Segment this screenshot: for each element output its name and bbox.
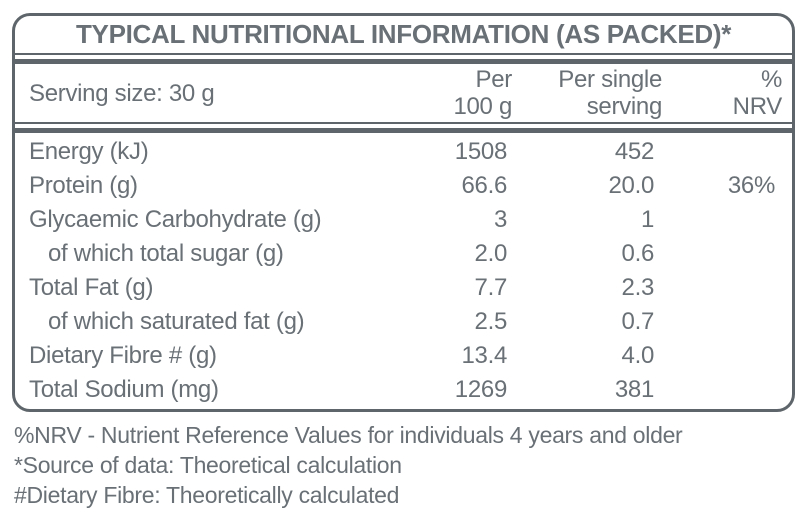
row-label: of which saturated fat (g) bbox=[48, 308, 305, 335]
value-per-serving: 2.3 bbox=[621, 274, 655, 301]
value-per-serving: 4.0 bbox=[621, 342, 655, 369]
value-per-100g: 13.4 bbox=[461, 342, 507, 369]
row-label: Dietary Fibre # (g) bbox=[29, 342, 217, 369]
column-header-line: serving bbox=[586, 93, 663, 120]
column-header-nrv: % NRV bbox=[662, 66, 783, 120]
value-nrv: 36% bbox=[727, 172, 775, 199]
footnote-nrv: %NRV - Nutrient Reference Values for ind… bbox=[14, 422, 683, 448]
value-per-100g: 66.6 bbox=[461, 172, 507, 199]
table-title: TYPICAL NUTRITIONAL INFORMATION (AS PACK… bbox=[15, 16, 792, 55]
value-per-100g: 2.0 bbox=[474, 240, 508, 267]
row-label: of which total sugar (g) bbox=[48, 240, 284, 267]
value-per-100g: 3 bbox=[493, 206, 507, 233]
row-label: Protein (g) bbox=[29, 172, 138, 199]
row-label: Total Fat (g) bbox=[29, 274, 154, 301]
value-per-100g: 1269 bbox=[454, 376, 508, 403]
nutrition-facts-table: TYPICAL NUTRITIONAL INFORMATION (AS PACK… bbox=[12, 13, 795, 412]
value-per-serving: 0.7 bbox=[621, 308, 655, 335]
serving-size-label: Serving size: 30 g bbox=[29, 79, 215, 107]
column-header-line: 100 g bbox=[453, 93, 512, 120]
column-header-per-100g: Per 100 g bbox=[372, 66, 512, 120]
table-header-row: Serving size: 30 g Per 100 g Per single … bbox=[15, 59, 792, 124]
column-header-line: Per single bbox=[558, 66, 662, 93]
column-header-line: NRV bbox=[732, 93, 783, 120]
value-per-serving: 1 bbox=[640, 206, 654, 233]
footnote-source: *Source of data: Theoretical calculation bbox=[14, 452, 402, 478]
value-per-100g: 1508 bbox=[454, 138, 508, 165]
value-per-100g: 2.5 bbox=[474, 308, 508, 335]
row-label: Total Sodium (mg) bbox=[29, 376, 219, 403]
table-body: Energy (kJ) 1508 452 Protein (g) 66.6 20… bbox=[15, 128, 792, 409]
row-label: Energy (kJ) bbox=[29, 138, 149, 165]
row-label: Glycaemic Carbohydrate (g) bbox=[29, 206, 322, 233]
column-header-per-serving: Per single serving bbox=[512, 66, 662, 120]
column-header-line: Per bbox=[475, 66, 513, 93]
value-per-100g: 7.7 bbox=[474, 274, 508, 301]
value-per-serving: 381 bbox=[614, 376, 654, 403]
value-per-serving: 0.6 bbox=[621, 240, 655, 267]
value-per-serving: 20.0 bbox=[608, 172, 654, 199]
column-header-line: % bbox=[760, 66, 782, 93]
value-per-serving: 452 bbox=[614, 138, 654, 165]
footnote-fibre: #Dietary Fibre: Theoretically calculated bbox=[14, 482, 400, 508]
footnotes: %NRV - Nutrient Reference Values for ind… bbox=[14, 420, 683, 510]
